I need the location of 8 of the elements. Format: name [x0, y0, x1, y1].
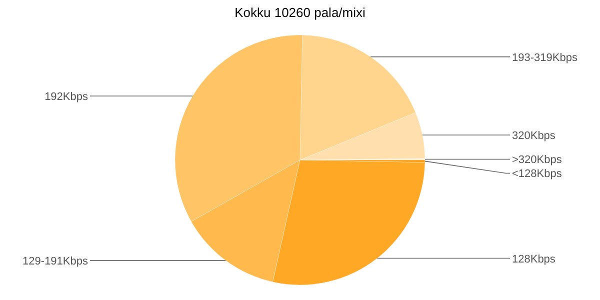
slice-label: 192Kbps	[44, 91, 88, 104]
chart-title: Kokku 10260 pala/mixi	[234, 5, 366, 20]
slice-label: >320Kbps	[512, 154, 562, 166]
slice-label: 193-319Kbps	[512, 52, 578, 64]
slice-label: 128Kbps	[512, 253, 556, 266]
slice-label: 129-191Kbps	[22, 255, 88, 268]
slice-label: 320Kbps	[512, 130, 556, 142]
slice-label: <128Kbps	[512, 168, 562, 180]
